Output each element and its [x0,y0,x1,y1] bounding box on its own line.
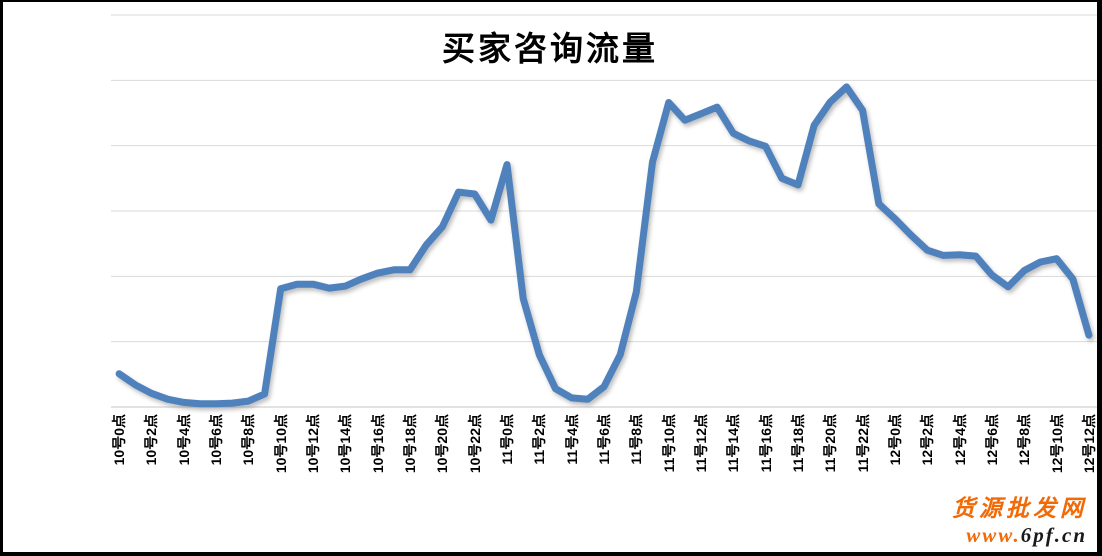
x-tick-label: 10号12点 [305,414,322,474]
x-tick-label: 11号22点 [854,414,871,473]
x-tick-label: 12号0点 [886,414,903,466]
chart-title: 买家咨询流量 [442,32,658,68]
x-tick-label: 10号18点 [402,414,419,474]
x-tick-label: 12号8点 [1016,414,1033,466]
x-tick-label: 11号6点 [596,414,612,465]
x-tick-label: 11号18点 [789,414,806,473]
x-tick-label: 10号20点 [434,414,451,474]
x-tick-label: 10号8点 [240,414,257,466]
x-tick-label: 11号20点 [822,414,839,473]
x-tick-label: 11号0点 [499,414,516,465]
x-tick-label: 11号14点 [725,414,742,473]
x-tick-label: 12号10点 [1048,414,1065,474]
x-tick-label: 12号4点 [951,414,968,466]
x-tick-label: 11号10点 [660,414,677,473]
x-tick-label: 10号10点 [272,414,289,474]
x-tick-label: 10号6点 [208,414,225,466]
x-tick-label: 12号2点 [919,414,936,466]
series-line [115,83,1093,408]
watermark: 货源批发网 www.6pf.cn [952,496,1087,547]
x-tick-label: 10号4点 [175,414,192,466]
line-chart [111,14,1097,408]
watermark-url: www.6pf.cn [952,523,1087,547]
x-tick-label: 10号0点 [111,414,128,466]
x-tick-label: 10号22点 [466,414,483,474]
x-tick-label: 11号2点 [531,414,548,465]
x-tick-label: 11号12点 [692,414,709,473]
watermark-url-domain: 6pf.cn [1020,522,1087,547]
watermark-site-name: 货源批发网 [952,496,1087,522]
watermark-url-prefix: www. [966,522,1021,547]
x-tick-label: 10号16点 [369,414,386,474]
x-tick-label: 10号2点 [143,414,160,466]
x-tick-label: 10号14点 [337,414,354,474]
plot-area [111,14,1097,408]
x-tick-label: 11号8点 [628,414,645,465]
x-tick-label: 12号6点 [983,414,1000,466]
x-tick-label: 11号16点 [757,414,774,473]
x-tick-label: 12号12点 [1080,414,1097,474]
x-tick-label: 11号4点 [563,414,580,465]
